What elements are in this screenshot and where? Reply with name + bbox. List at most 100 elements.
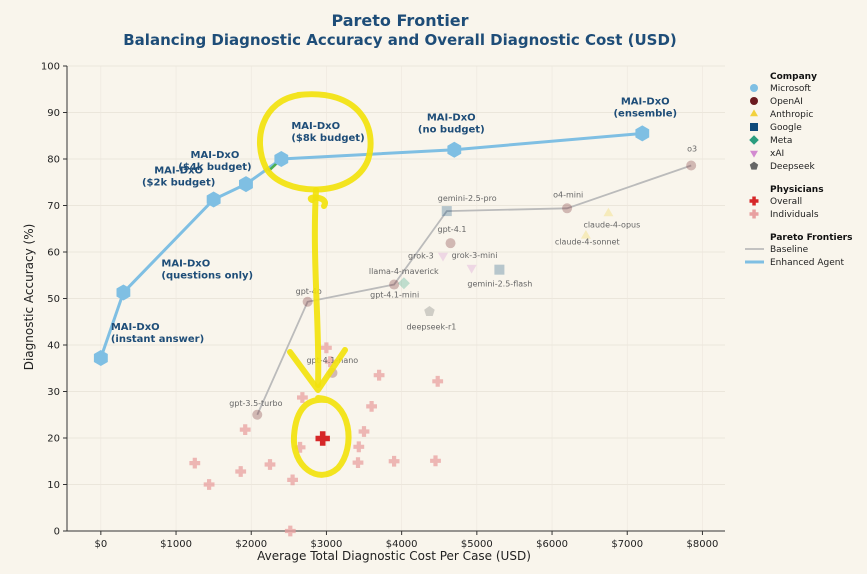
point-label: claude-4-opus: [583, 220, 640, 229]
dxo-label-line: MAI-DxO: [161, 258, 210, 269]
dxo-label-line: ($4k budget): [178, 162, 251, 173]
physician-individual-point: [432, 375, 444, 387]
physician-individual-point: [235, 466, 247, 477]
x-tick-label: $7000: [611, 539, 643, 550]
dxo-point: [116, 284, 131, 301]
physician-individual-point: [430, 455, 441, 467]
legend-marker: [750, 84, 758, 92]
openai-point: [389, 279, 400, 290]
dxo-point: [206, 191, 221, 208]
legend-company-title: Company: [770, 72, 817, 82]
point-label: claude-4-sonnet: [555, 238, 620, 247]
legend-marker: [750, 150, 758, 158]
physician-individual-point: [264, 459, 276, 470]
x-tick-label: $8000: [687, 539, 719, 550]
point-label: o3: [687, 145, 697, 154]
dxo-label-line: MAI-DxO: [427, 113, 476, 124]
y-tick-label: 40: [47, 341, 60, 352]
dxo-label-line: (no budget): [418, 125, 485, 136]
legend-marker: [750, 123, 758, 131]
point-label: gpt-4o: [296, 287, 322, 296]
dxo-label-line: MAI-DxO: [291, 121, 340, 132]
y-tick-label: 10: [47, 480, 60, 491]
x-tick-label: $4000: [386, 539, 418, 550]
openai-point: [686, 160, 697, 171]
point-label: gemini-2.5-pro: [438, 194, 497, 203]
meta-point: [397, 277, 410, 290]
google-point: [494, 264, 505, 275]
axes: 0 10 20 30 40 50 60 70 80 90 100 $0 $1000 $2000 $3000 $…: [41, 62, 725, 550]
point-label: llama-4-maverick: [369, 267, 439, 276]
legend-label: Individuals: [770, 210, 819, 220]
legend-marker: [749, 209, 759, 219]
dxo-point: [274, 151, 289, 167]
hand-drawn-highlights: [256, 91, 374, 478]
highlight-arrow-head: [287, 347, 348, 393]
point-label: gpt-3.5-turbo: [229, 399, 282, 408]
dxo-label-line: ($2k budget): [142, 177, 215, 188]
dxo-label-line: MAI-DxO: [154, 165, 203, 176]
point-label: o4-mini: [553, 190, 583, 199]
point-label: gpt-4.1-mini: [370, 291, 419, 300]
legend-marker: [749, 135, 759, 145]
physician-individual-point: [373, 369, 385, 381]
xai-point: [438, 252, 448, 262]
x-tick-label: $2000: [235, 539, 267, 550]
legend-label: Google: [770, 123, 802, 133]
highlight-circle-bottom: [290, 395, 352, 478]
x-tick-label: $1000: [160, 539, 192, 550]
y-tick-label: 20: [47, 434, 60, 445]
y-tick-label: 90: [47, 108, 60, 119]
chart-title: Pareto Frontier: [331, 11, 468, 30]
openai-point: [562, 203, 573, 214]
legend-label: Baseline: [770, 245, 809, 255]
physician-individual-point: [353, 441, 365, 453]
y-tick-label: 30: [47, 387, 60, 398]
physician-individual-point: [358, 426, 370, 437]
dxo-point: [93, 350, 108, 366]
legend-label: Deepseek: [770, 162, 815, 172]
anthropic-point: [603, 207, 614, 217]
point-label: grok-3-mini: [452, 251, 498, 260]
y-axis-label: Diagnostic Accuracy (%): [22, 224, 36, 371]
dxo-label-line: MAI-DxO: [191, 150, 240, 161]
y-tick-label: 80: [47, 155, 60, 166]
physician-individual-point: [284, 525, 296, 537]
x-tick-label: $5000: [461, 539, 493, 550]
openai-point: [252, 409, 263, 420]
dxo-label-line: MAI-DxO: [621, 96, 670, 107]
y-tick-label: 0: [54, 527, 60, 538]
legend-label: OpenAI: [770, 97, 803, 107]
point-label: gemini-2.5-flash: [467, 280, 532, 289]
dxo-label-line: (ensemble): [613, 108, 677, 119]
dxo-point: [635, 125, 650, 142]
legend-label: Anthropic: [770, 110, 813, 120]
legend-label: Enhanced Agent: [770, 258, 844, 268]
data-labels: MAI-DxO(instant answer)MAI-DxO(questions…: [111, 96, 697, 407]
physician-overall-point: [315, 431, 330, 446]
legend: Company Microsoft OpenAI Anthropic Google Met…: [745, 72, 852, 268]
dxo-point: [447, 141, 462, 158]
legend-marker: [750, 97, 758, 105]
physician-individual-point: [352, 457, 364, 468]
y-tick-label: 70: [47, 201, 60, 212]
y-tick-label: 60: [47, 248, 60, 259]
dxo-label-line: ($8k budget): [291, 133, 364, 144]
y-tick-label: 50: [47, 294, 60, 305]
highlight-circle-top: [256, 91, 374, 193]
point-label: grok-3: [408, 252, 434, 261]
legend-label: Overall: [770, 197, 802, 207]
physician-individual-point: [388, 455, 400, 467]
anthropic-point: [580, 230, 591, 239]
openai-point: [445, 238, 456, 249]
legend-frontier-title: Pareto Frontiers: [770, 233, 852, 243]
legend-physician-title: Physicians: [770, 185, 824, 195]
xai-point: [466, 264, 477, 274]
grid: [67, 65, 725, 532]
highlight-arrow-tail: [307, 194, 328, 209]
physician-individual-point: [203, 479, 215, 490]
chart-subtitle: Balancing Diagnostic Accuracy and Overal…: [123, 31, 677, 49]
legend-marker: [749, 196, 759, 206]
physician-individual-point: [366, 401, 377, 412]
